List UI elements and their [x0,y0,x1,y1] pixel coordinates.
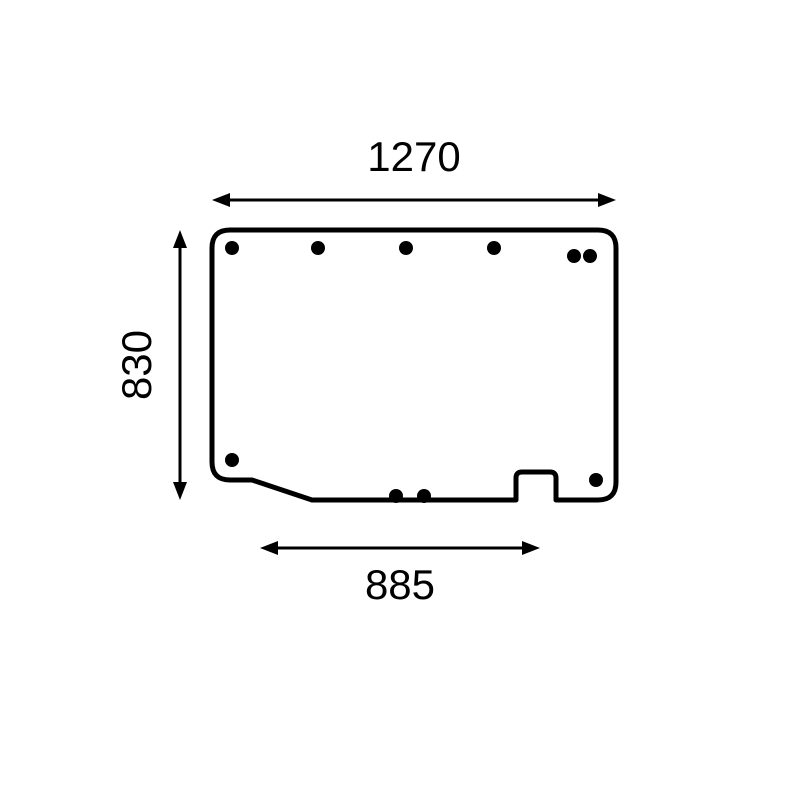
mounting-hole [417,489,431,503]
dimension-label-left: 830 [113,330,160,400]
mounting-hole [399,241,413,255]
arrowhead-icon [598,193,616,207]
arrowhead-icon [522,541,540,555]
mounting-hole [589,473,603,487]
arrowhead-icon [173,482,187,500]
mounting-hole [389,489,403,503]
dimension-label-top: 1270 [367,133,460,180]
mounting-hole [225,453,239,467]
mounting-hole [225,241,239,255]
panel-outline [212,230,616,500]
mounting-hole [567,249,581,263]
arrowhead-icon [173,230,187,248]
technical-drawing: 1270 830 885 [0,0,800,800]
mounting-hole [311,241,325,255]
dimension-label-bottom: 885 [365,561,435,608]
mounting-hole [487,241,501,255]
arrowhead-icon [212,193,230,207]
arrowhead-icon [260,541,278,555]
mounting-hole [583,249,597,263]
